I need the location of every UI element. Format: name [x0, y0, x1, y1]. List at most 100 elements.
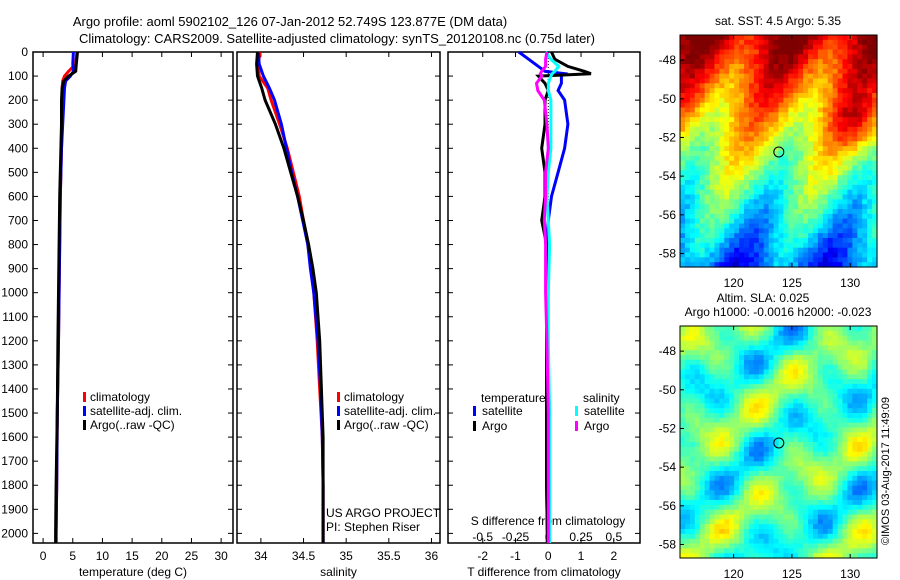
map-cell [763, 538, 770, 545]
map-cell [748, 427, 755, 433]
map-cell [812, 170, 819, 176]
map-cell [758, 442, 765, 448]
map-cell [803, 514, 809, 520]
map-cell [783, 514, 789, 520]
map-cell [753, 437, 760, 443]
map-cell [867, 39, 873, 46]
map-cell [867, 422, 873, 429]
map-cell [867, 398, 873, 404]
y-tick-label: 1400 [1, 382, 28, 396]
map-cell [852, 388, 858, 395]
map-cell [778, 35, 785, 41]
map-cell [803, 88, 809, 94]
map-cell [684, 490, 691, 496]
map-cell [768, 374, 775, 380]
map-cell [744, 413, 750, 419]
map-cell [699, 379, 706, 385]
map-cell [729, 514, 735, 520]
map-cell [744, 146, 750, 152]
map-cell [704, 126, 711, 133]
map-cell [729, 262, 735, 268]
map-cell [704, 252, 711, 258]
map-cell [748, 228, 755, 234]
map-cell [724, 146, 730, 152]
map-cell [832, 146, 839, 152]
map-cell [778, 131, 785, 138]
map-cell [783, 446, 789, 453]
map-cell [680, 413, 686, 419]
map-cell [729, 242, 735, 249]
map-cell [852, 408, 858, 414]
map-cell [832, 524, 839, 530]
map-cell [704, 417, 711, 424]
map-cell [719, 480, 725, 487]
map-cell [744, 548, 750, 554]
map-cell [758, 340, 765, 346]
map-cell [729, 384, 735, 390]
map-cell [753, 446, 760, 453]
map-cell [812, 175, 819, 181]
map-cell [689, 126, 696, 133]
map-cell [872, 529, 878, 535]
map-cell [753, 355, 760, 361]
map-cell [734, 39, 740, 46]
map-cell [719, 117, 725, 123]
map-cell [758, 364, 765, 371]
map-cell [872, 97, 878, 104]
map-cell [694, 500, 701, 506]
map-cell [808, 533, 814, 540]
map-cell [753, 141, 760, 147]
map-cell [704, 548, 711, 554]
map-cell [837, 417, 844, 424]
map-cell [867, 475, 873, 482]
map-cell [852, 233, 858, 239]
map-cell [832, 519, 839, 525]
map-cell [803, 538, 809, 545]
map-cell [694, 519, 701, 525]
map-cell [872, 417, 878, 424]
map-cell [788, 548, 794, 554]
map-cell [803, 471, 809, 477]
map-cell [832, 350, 839, 356]
map-cell [684, 413, 691, 419]
map-cell [689, 49, 696, 55]
map-cell [714, 131, 720, 138]
map-cell [768, 228, 775, 234]
map-cell [832, 59, 839, 65]
map-cell [852, 209, 858, 215]
map-cell [803, 369, 809, 375]
map-cell [832, 49, 839, 55]
map-cell [808, 68, 814, 75]
map-cell [709, 257, 716, 263]
map-cell [763, 326, 770, 332]
map-cell [758, 59, 765, 65]
map-cell [714, 209, 720, 215]
map-cell [817, 417, 824, 424]
map-cell [734, 485, 740, 491]
map-cell [847, 170, 853, 176]
map-cell [684, 504, 691, 511]
map-cell [812, 345, 819, 351]
map-cell [714, 471, 720, 477]
map-cell [867, 117, 873, 123]
map-cell [842, 213, 849, 220]
map-cell [689, 417, 696, 424]
legend-label: satellite [584, 404, 625, 418]
map-cell [778, 485, 785, 491]
map-cell [793, 461, 799, 467]
map-cell [872, 504, 878, 511]
map-cell [862, 242, 868, 249]
map-cell [847, 126, 853, 133]
map-cell [709, 471, 716, 477]
map-cell [744, 180, 750, 186]
map-cell [689, 83, 696, 89]
map-cell [847, 456, 853, 462]
map-cell [729, 68, 735, 75]
map-cell [847, 102, 853, 109]
map-cell [857, 44, 863, 51]
map-cell [857, 451, 863, 458]
map-cell [808, 228, 814, 234]
map-cell [763, 500, 770, 506]
map-cell [704, 422, 711, 429]
map-cell [680, 122, 686, 128]
